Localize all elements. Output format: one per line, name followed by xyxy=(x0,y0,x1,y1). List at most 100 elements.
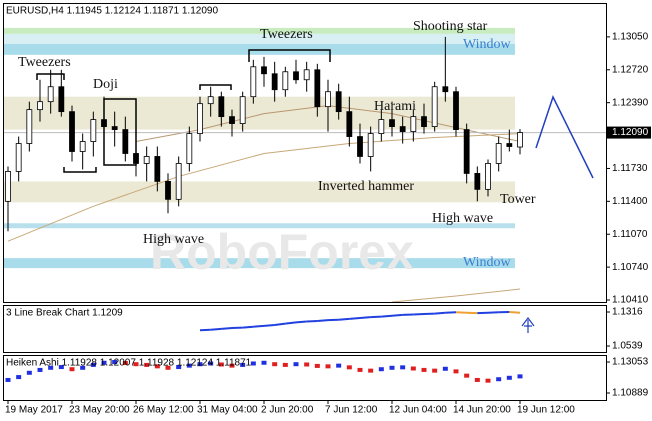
zone xyxy=(4,258,515,269)
candle-body xyxy=(122,129,129,154)
y-tick-label: 1.12390 xyxy=(612,97,649,108)
candle-body xyxy=(271,73,278,91)
heiken-ashi-bar xyxy=(304,362,310,367)
candle-body xyxy=(250,66,257,98)
line-break-segment xyxy=(221,327,233,330)
line-break-segment xyxy=(381,314,393,318)
heiken-ashi-bar xyxy=(112,360,118,365)
candle-body xyxy=(261,66,267,75)
line-break-segment xyxy=(338,317,350,321)
candle-body xyxy=(79,141,86,152)
candle-body xyxy=(47,86,54,103)
panel-title: Heiken Ashi 1.11928 1.12007 1.11928 1.12… xyxy=(6,358,252,369)
candle-body xyxy=(111,126,118,130)
zone xyxy=(4,33,515,44)
candle-body xyxy=(485,163,491,190)
candle-body xyxy=(282,71,289,91)
header: EURUSD,H4 1.11945 1.12124 1.11871 1.1209… xyxy=(6,6,218,17)
x-tick-label: 7 Jun 12:00 xyxy=(325,405,378,416)
heiken-ashi-bar xyxy=(378,367,384,372)
y-tick-label: 1.10410 xyxy=(612,295,649,306)
heiken-ashi-bar xyxy=(144,362,150,367)
current-price-box xyxy=(607,126,651,139)
heiken-ashi-bar xyxy=(453,369,459,374)
candle-body xyxy=(186,133,193,164)
heiken-ashi-bar xyxy=(37,367,43,372)
line-break-segment xyxy=(285,321,297,325)
heiken-ashi-bar xyxy=(357,367,363,372)
heiken-ashi-bar xyxy=(261,360,267,365)
line-break-segment xyxy=(509,311,521,314)
candle-body xyxy=(143,156,150,164)
bracket xyxy=(199,84,232,90)
heiken-ashi-bar xyxy=(218,362,224,367)
heiken-ashi-bar xyxy=(389,365,395,370)
heiken-ashi-bar xyxy=(517,374,523,379)
line-break-segment xyxy=(349,316,361,320)
annotation: Window xyxy=(463,255,512,270)
annotation: Window xyxy=(463,37,512,52)
annotation: Harami xyxy=(374,99,416,114)
y-tick-label: 1.10889 xyxy=(612,388,649,399)
line-break-segment xyxy=(263,323,275,327)
x-tick-label: 26 May 12:00 xyxy=(133,405,194,416)
heiken-ashi-bar xyxy=(314,363,320,368)
bracket xyxy=(63,167,97,173)
candle-body xyxy=(517,132,523,148)
line-break-segment xyxy=(295,320,307,324)
zone xyxy=(4,27,515,34)
heiken-ashi-bar xyxy=(58,365,64,370)
heiken-ashi-bar xyxy=(421,367,427,372)
heiken-ashi-bar xyxy=(208,361,214,366)
heiken-ashi-bar xyxy=(5,377,11,382)
line-break-segment xyxy=(391,313,403,317)
y-tick-label: 1.0539 xyxy=(612,341,643,352)
annotation: Inverted hammer xyxy=(318,179,414,194)
x-tick-label: 31 May 04:00 xyxy=(197,405,258,416)
zone xyxy=(4,181,515,203)
line-break-segment xyxy=(359,316,371,319)
candle-body xyxy=(58,86,65,113)
plot: 1.13050 1.12720 1.12390 1.11730 1.11400 1.110… xyxy=(4,19,651,416)
heiken-ashi-bar xyxy=(26,370,32,375)
candle-body xyxy=(37,101,43,111)
main-frame xyxy=(3,3,607,303)
heiken-ashi-bar xyxy=(122,361,128,366)
heiken-ashi-bar xyxy=(506,375,512,380)
zone xyxy=(4,223,515,229)
candle-body xyxy=(389,119,395,127)
y-tick-label: 1.1316 xyxy=(612,307,643,318)
heiken-ashi-bar xyxy=(368,368,374,373)
heiken-ashi-bar xyxy=(325,364,331,369)
y-tick-label: 1.11400 xyxy=(612,196,648,207)
heiken-ashi-bar xyxy=(272,362,278,367)
candle-body xyxy=(175,163,182,200)
heiken-ashi-bar xyxy=(464,373,470,378)
candle-body xyxy=(335,91,342,113)
x-tick-label: 14 Jun 20:00 xyxy=(453,405,511,416)
line-break-segment xyxy=(253,324,265,328)
heiken-ashi-bar xyxy=(250,361,256,366)
candle-body xyxy=(5,171,11,202)
heiken-ashi-bar xyxy=(496,377,502,382)
frames xyxy=(3,3,607,401)
candle-body xyxy=(293,71,299,81)
candle-body xyxy=(453,91,459,130)
heiken-ashi-bar xyxy=(474,377,480,382)
heiken-ashi-bar xyxy=(69,367,75,372)
candle-body xyxy=(463,129,470,174)
heiken-ashi-bar xyxy=(133,362,139,367)
annotation: High wave xyxy=(143,232,204,247)
heiken-ashi-bar xyxy=(442,366,448,371)
zone xyxy=(4,96,515,130)
candle-body xyxy=(314,69,321,108)
annotation: Tweezers xyxy=(260,27,313,42)
heiken-ashi-bar xyxy=(16,375,22,380)
candle-body xyxy=(399,126,406,132)
candle-body xyxy=(90,119,97,142)
heiken-ashi-bar xyxy=(400,365,406,370)
candle-body xyxy=(154,156,161,182)
y-tick-label: 1.11730 xyxy=(612,163,648,174)
moving-average xyxy=(391,288,521,303)
